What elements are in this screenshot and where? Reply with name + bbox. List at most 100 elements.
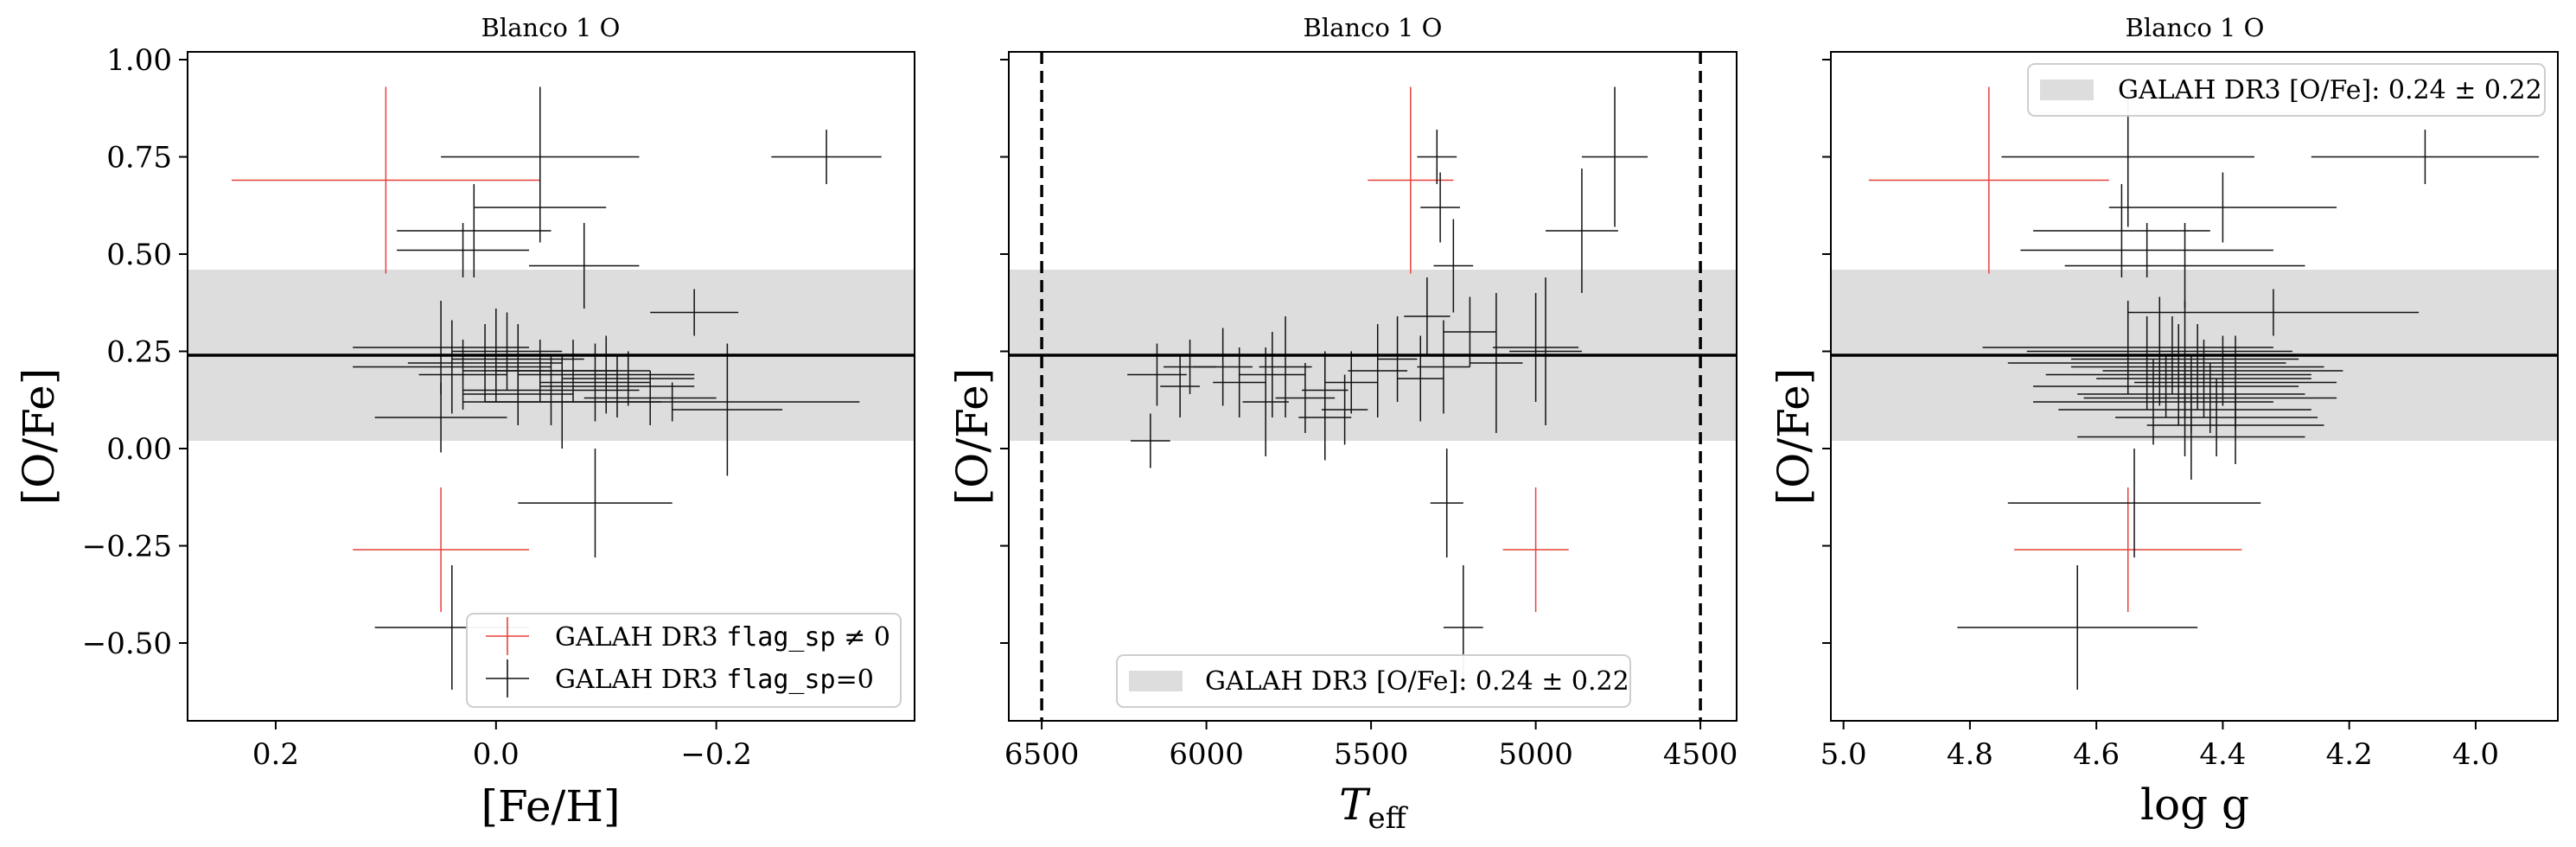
panel-teff: Blanco 1 O Teff [O/Fe] 6500 6000 5500 5000 4… xyxy=(947,13,1738,836)
data-point xyxy=(1509,277,1582,425)
panel-teff-title: Blanco 1 O xyxy=(1304,13,1443,42)
data-point xyxy=(1368,86,1454,274)
data-point xyxy=(485,382,860,422)
data-point xyxy=(1160,355,1200,417)
data-point xyxy=(529,223,640,309)
legend-band-label: GALAH DR3 [O/Fe]: 0.24 ± 0.22 xyxy=(2118,75,2542,105)
data-point xyxy=(2014,487,2242,612)
data-point xyxy=(583,371,717,425)
x-tick-label: 4.6 xyxy=(2073,737,2120,772)
data-point xyxy=(1957,565,2198,690)
panel-logg-xlabel: log g xyxy=(2140,780,2249,830)
data-point xyxy=(1242,347,1289,456)
x-tick-label: 0.2 xyxy=(252,737,299,772)
panel-teff-ylabel: [O/Fe] xyxy=(947,368,998,505)
data-point xyxy=(562,351,695,406)
plot-content xyxy=(1831,86,2558,690)
x-tick-label: 5.0 xyxy=(1820,737,1867,772)
data-point xyxy=(353,487,530,612)
data-point xyxy=(418,340,507,410)
plot-content xyxy=(188,86,915,690)
data-point xyxy=(462,355,640,425)
data-point xyxy=(2083,363,2337,433)
data-point xyxy=(1213,347,1266,417)
legend-band-swatch xyxy=(1129,671,1183,691)
data-point xyxy=(539,355,695,417)
data-point xyxy=(1420,172,1460,243)
data-point xyxy=(397,223,530,277)
panel-logg-ylabel: [O/Fe] xyxy=(1769,368,1819,505)
data-point xyxy=(2045,324,2311,425)
legend-frame xyxy=(466,613,902,708)
y-tick-label: −0.50 xyxy=(82,627,172,661)
data-point xyxy=(1404,277,1451,355)
data-point xyxy=(2127,289,2420,336)
data-point xyxy=(2146,386,2324,464)
data-point xyxy=(2108,172,2337,243)
data-point xyxy=(1259,316,1312,417)
panel-feh-ylabel: [O/Fe] xyxy=(14,368,64,505)
data-point xyxy=(1239,332,1305,417)
x-tick-label: 5500 xyxy=(1334,737,1409,772)
x-tick-label: 5000 xyxy=(1498,737,1573,772)
axes-frame xyxy=(1830,51,2559,722)
panel-feh: Blanco 1 O [Fe/H] [O/Fe] 0.2 0.0 −0.21.000… xyxy=(14,13,915,831)
data-point xyxy=(2064,223,2305,309)
panel-feh-title: Blanco 1 O xyxy=(481,13,621,42)
data-point xyxy=(1164,340,1217,394)
data-point xyxy=(1546,169,1618,293)
data-point xyxy=(1298,374,1352,461)
data-point xyxy=(2311,130,2540,184)
data-point xyxy=(518,449,673,557)
data-point xyxy=(2033,359,2273,445)
series-flagged xyxy=(1868,86,2242,612)
series-flagged xyxy=(1368,86,1569,612)
x-tick-label: 4.0 xyxy=(2452,737,2499,772)
data-point xyxy=(2070,324,2324,410)
panel-logg-title: Blanco 1 O xyxy=(2126,13,2265,42)
panel-teff-legend: GALAH DR3 [O/Fe]: 0.24 ± 0.22 xyxy=(1116,654,1631,708)
series-unflagged xyxy=(1127,86,1648,690)
data-point xyxy=(1433,219,1474,313)
axes-frame xyxy=(187,51,915,722)
data-point xyxy=(2115,379,2318,456)
data-point xyxy=(1417,130,1457,184)
data-point xyxy=(2026,296,2292,406)
data-point xyxy=(2033,184,2210,277)
data-point xyxy=(451,312,563,391)
data-point xyxy=(1324,351,1378,414)
data-point xyxy=(462,363,573,425)
data-point xyxy=(1377,316,1418,402)
data-point xyxy=(231,86,540,274)
data-point xyxy=(518,335,695,414)
panel-teff-xlabel: Teff xyxy=(1339,780,1408,836)
data-point xyxy=(353,301,530,394)
data-point xyxy=(495,340,651,402)
data-point xyxy=(2096,340,2311,417)
legend-frame xyxy=(1116,654,1631,708)
x-tick-label: −0.2 xyxy=(680,737,752,772)
panel-feh-xlabel: [Fe/H] xyxy=(481,781,620,831)
legend-marker-flagged xyxy=(486,617,529,655)
y-tick-label: 0.75 xyxy=(106,141,172,175)
legend-band-label: GALAH DR3 [O/Fe]: 0.24 ± 0.22 xyxy=(1205,666,1629,697)
data-point xyxy=(1581,86,1648,227)
data-point xyxy=(1397,335,1444,422)
plot-content xyxy=(1009,52,1737,721)
x-tick-label: 4.2 xyxy=(2326,737,2373,772)
y-tick-label: 1.00 xyxy=(106,43,172,78)
data-point xyxy=(407,324,563,402)
panel-logg-legend: GALAH DR3 [O/Fe]: 0.24 ± 0.22 xyxy=(2027,63,2546,117)
x-tick-label: 6500 xyxy=(1004,737,1080,772)
data-point xyxy=(1430,449,1463,557)
data-point xyxy=(672,343,783,476)
data-point xyxy=(1417,320,1470,414)
legend-frame xyxy=(2027,63,2546,117)
y-tick-label: −0.25 xyxy=(82,530,172,564)
data-point xyxy=(1470,293,1523,433)
panel-feh-plot-area: 0.2 0.0 −0.2 1.00 0.75 0.50 0.25 0.00 −0.25 −0.50 xyxy=(82,43,915,772)
data-point xyxy=(1493,293,1579,402)
data-point xyxy=(2077,394,2305,480)
legend-band-swatch xyxy=(2040,80,2094,100)
